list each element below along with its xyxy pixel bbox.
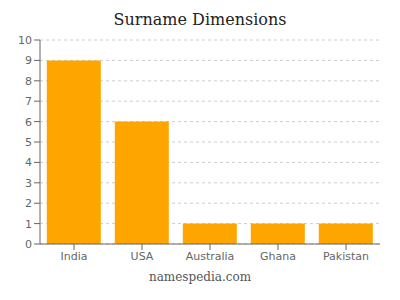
svg-text:3: 3 [25, 177, 32, 190]
svg-text:Ghana: Ghana [260, 250, 296, 263]
svg-text:8: 8 [25, 75, 32, 88]
svg-text:7: 7 [25, 95, 32, 108]
svg-text:9: 9 [25, 54, 32, 67]
svg-text:5: 5 [25, 136, 32, 149]
svg-text:India: India [61, 250, 88, 263]
svg-text:10: 10 [18, 34, 32, 47]
svg-text:6: 6 [25, 116, 32, 129]
svg-text:2: 2 [25, 197, 32, 210]
svg-text:Australia: Australia [186, 250, 235, 263]
svg-text:Pakistan: Pakistan [323, 250, 369, 263]
svg-text:1: 1 [25, 218, 32, 231]
html-text:Surname Dimensions: Surname Dimensions [113, 10, 287, 29]
svg-text:4: 4 [25, 156, 32, 169]
svg-text:0: 0 [25, 238, 32, 251]
svg-text:USA: USA [131, 250, 154, 263]
html-text:namespedia.com: namespedia.com [148, 270, 252, 284]
